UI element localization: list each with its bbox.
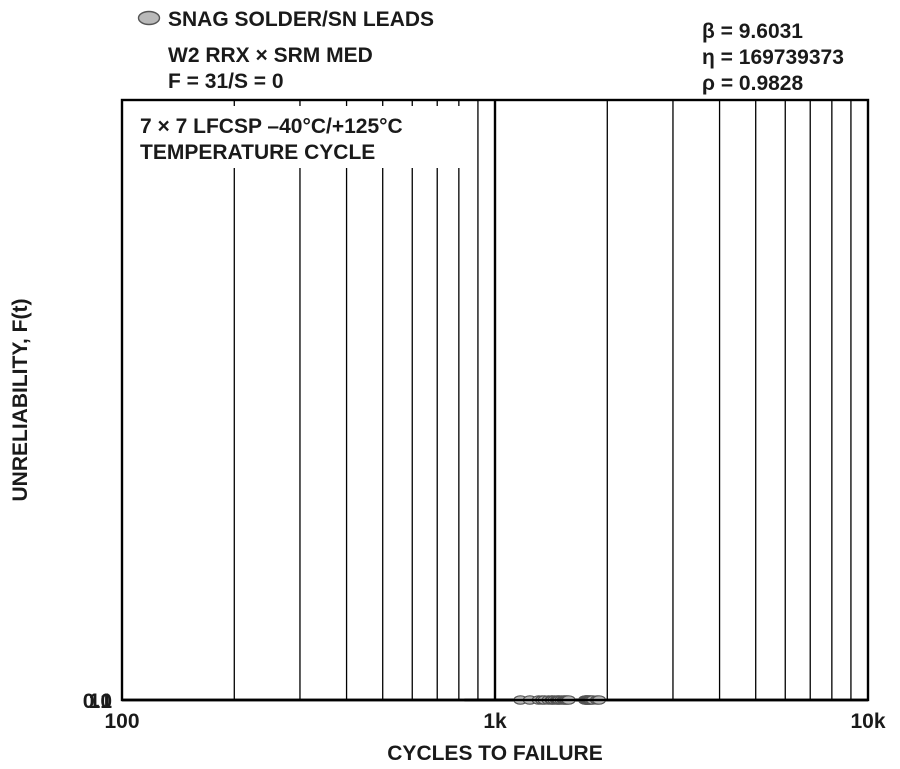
y-tick-label: 0.1	[83, 690, 113, 713]
grid	[122, 100, 868, 702]
parameters-block: β = 9.6031 η = 169739373 ρ = 0.9828	[702, 20, 844, 95]
legend-label: SNAG SOLDER/SN LEADS	[168, 8, 434, 31]
legend-marker	[137, 10, 161, 26]
annotation-line-2: TEMPERATURE CYCLE	[140, 141, 375, 164]
x-tick-label: 100	[104, 710, 139, 733]
legend: SNAG SOLDER/SN LEADS W2 RRX × SRM MED F …	[137, 8, 434, 93]
x-tick-label: 10k	[850, 710, 885, 733]
param-rho: ρ = 0.9828	[702, 72, 803, 95]
annotation-box	[124, 106, 468, 168]
y-tick-label: 1	[100, 690, 112, 713]
param-beta: β = 9.6031	[702, 20, 803, 43]
x-axis-title: CYCLES TO FAILURE	[387, 742, 602, 765]
x-tick-label: 1k	[483, 710, 507, 733]
plot-frame	[120, 98, 870, 702]
y-tick-label: 100	[77, 0, 112, 5]
legend-count-line: F = 31/S = 0	[168, 70, 284, 93]
annotation-line-1: 7 × 7 LFCSP –40°C/+125°C	[140, 115, 403, 138]
param-eta: η = 169739373	[702, 46, 844, 69]
legend-sample-line: W2 RRX × SRM MED	[168, 44, 373, 67]
plot-frame-layer	[120, 98, 870, 702]
y-axis-title: UNRELIABILITY, F(t)	[9, 299, 32, 502]
y-tick-label: 10	[89, 690, 112, 713]
tick-labels: 0.11101001001k10k	[77, 0, 886, 733]
